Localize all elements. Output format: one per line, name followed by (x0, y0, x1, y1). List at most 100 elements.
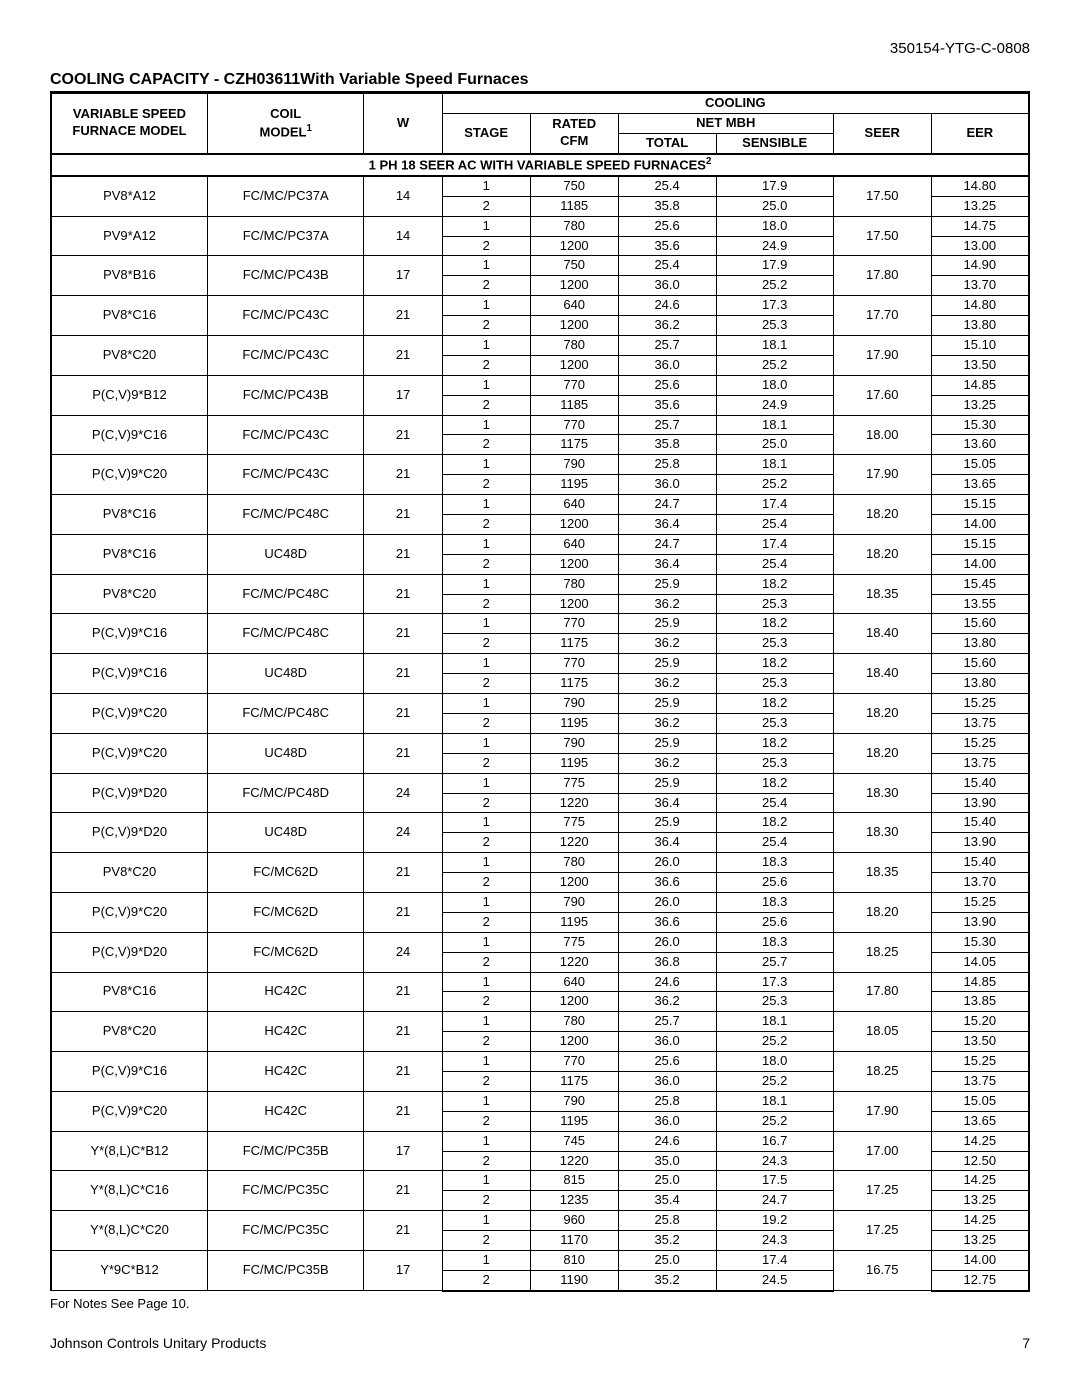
cell-stage: 2 (442, 554, 530, 574)
cell-coil: UC48D (207, 733, 363, 773)
cell-coil: FC/MC/PC48C (207, 694, 363, 734)
cell-stage: 2 (442, 1071, 530, 1091)
cell-total: 36.0 (618, 475, 716, 495)
table-row: P(C,V)9*C20FC/MC/PC48C21179025.918.218.2… (51, 694, 1029, 714)
cell-coil: FC/MC/PC43B (207, 256, 363, 296)
cell-cfm: 790 (530, 733, 618, 753)
cell-cfm: 770 (530, 614, 618, 634)
cell-eer: 13.65 (931, 475, 1029, 495)
cell-stage: 2 (442, 236, 530, 256)
cell-cfm: 1220 (530, 833, 618, 853)
cell-coil: FC/MC62D (207, 932, 363, 972)
cell-eer: 13.25 (931, 196, 1029, 216)
cell-stage: 2 (442, 992, 530, 1012)
cell-furnace: P(C,V)9*C20 (51, 733, 207, 773)
cell-coil: UC48D (207, 654, 363, 694)
cell-total: 25.9 (618, 654, 716, 674)
cell-sensible: 18.1 (716, 415, 833, 435)
col-cooling: COOLING (442, 94, 1029, 114)
cell-total: 36.4 (618, 554, 716, 574)
cell-cfm: 1190 (530, 1270, 618, 1290)
cell-cfm: 770 (530, 654, 618, 674)
cell-coil: FC/MC/PC48C (207, 495, 363, 535)
cell-stage: 2 (442, 316, 530, 336)
table-row: PV8*A12FC/MC/PC37A14175025.417.917.5014.… (51, 176, 1029, 196)
cell-coil: HC42C (207, 1012, 363, 1052)
cell-furnace: P(C,V)9*C20 (51, 892, 207, 932)
cell-stage: 1 (442, 972, 530, 992)
cell-seer: 18.20 (833, 892, 931, 932)
cell-w: 24 (364, 773, 442, 813)
page-footer: Johnson Controls Unitary Products 7 (50, 1335, 1030, 1351)
cell-total: 25.8 (618, 1091, 716, 1111)
cell-coil: HC42C (207, 972, 363, 1012)
cell-cfm: 745 (530, 1131, 618, 1151)
cell-eer: 14.85 (931, 375, 1029, 395)
cell-eer: 15.20 (931, 1012, 1029, 1032)
table-row: PV8*C16FC/MC/PC48C21164024.717.418.2015.… (51, 495, 1029, 515)
cell-stage: 1 (442, 1131, 530, 1151)
cell-seer: 18.35 (833, 574, 931, 614)
cell-stage: 1 (442, 1211, 530, 1231)
cell-stage: 1 (442, 1250, 530, 1270)
footer-left: Johnson Controls Unitary Products (50, 1335, 266, 1351)
cell-sensible: 24.3 (716, 1231, 833, 1251)
cell-stage: 1 (442, 892, 530, 912)
cell-stage: 1 (442, 296, 530, 316)
cell-sensible: 18.2 (716, 813, 833, 833)
cell-total: 26.0 (618, 853, 716, 873)
cell-stage: 1 (442, 1091, 530, 1111)
cell-seer: 18.35 (833, 853, 931, 893)
cell-seer: 18.30 (833, 773, 931, 813)
cell-w: 24 (364, 813, 442, 853)
cell-sensible: 25.0 (716, 435, 833, 455)
cell-sensible: 25.6 (716, 873, 833, 893)
cell-stage: 1 (442, 614, 530, 634)
cell-total: 24.6 (618, 296, 716, 316)
cell-w: 21 (364, 614, 442, 654)
table-row: PV8*C20FC/MC/PC48C21178025.918.218.3515.… (51, 574, 1029, 594)
cell-sensible: 18.2 (716, 733, 833, 753)
cell-eer: 13.85 (931, 992, 1029, 1012)
cell-stage: 1 (442, 176, 530, 196)
table-row: P(C,V)9*D20UC48D24177525.918.218.3015.40 (51, 813, 1029, 833)
cell-sensible: 18.0 (716, 1052, 833, 1072)
cell-w: 17 (364, 1131, 442, 1171)
cell-total: 35.2 (618, 1231, 716, 1251)
cell-stage: 1 (442, 694, 530, 714)
cell-cfm: 1175 (530, 674, 618, 694)
cell-eer: 15.15 (931, 534, 1029, 554)
cell-total: 26.0 (618, 892, 716, 912)
cell-cfm: 1235 (530, 1191, 618, 1211)
cell-eer: 13.90 (931, 912, 1029, 932)
cell-sensible: 18.3 (716, 892, 833, 912)
table-row: Y*(8,L)C*B12FC/MC/PC35B17174524.616.717.… (51, 1131, 1029, 1151)
cell-w: 17 (364, 256, 442, 296)
cell-total: 36.2 (618, 713, 716, 733)
col-net-mbh: NET MBH (618, 113, 833, 133)
cell-sensible: 17.4 (716, 495, 833, 515)
cell-cfm: 1220 (530, 793, 618, 813)
cell-total: 25.0 (618, 1171, 716, 1191)
cell-eer: 15.30 (931, 415, 1029, 435)
cell-total: 35.2 (618, 1270, 716, 1290)
cell-cfm: 790 (530, 892, 618, 912)
cell-stage: 1 (442, 455, 530, 475)
cell-w: 21 (364, 694, 442, 734)
cell-seer: 18.40 (833, 654, 931, 694)
table-row: PV9*A12FC/MC/PC37A14178025.618.017.5014.… (51, 216, 1029, 236)
cell-total: 36.0 (618, 1032, 716, 1052)
cell-total: 36.2 (618, 316, 716, 336)
cell-cfm: 1175 (530, 435, 618, 455)
cell-sensible: 25.2 (716, 355, 833, 375)
cell-furnace: P(C,V)9*C16 (51, 415, 207, 455)
table-row: P(C,V)9*C20FC/MC/PC43C21179025.818.117.9… (51, 455, 1029, 475)
cell-total: 25.9 (618, 614, 716, 634)
cell-w: 24 (364, 932, 442, 972)
cell-cfm: 640 (530, 534, 618, 554)
cell-total: 25.9 (618, 574, 716, 594)
cell-total: 36.0 (618, 1071, 716, 1091)
cell-eer: 13.60 (931, 435, 1029, 455)
cell-furnace: PV8*C20 (51, 853, 207, 893)
cell-coil: FC/MC/PC43B (207, 375, 363, 415)
